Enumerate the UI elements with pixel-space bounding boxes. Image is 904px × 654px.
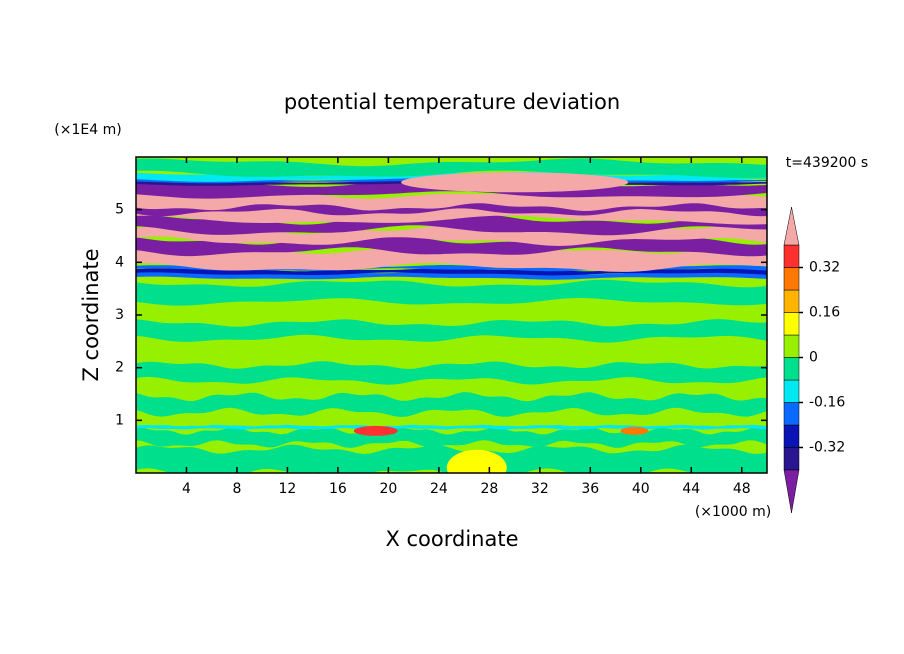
y-unit: (×1E4 m): [54, 122, 121, 138]
field-band: [136, 319, 767, 343]
colorbar-tick-label: 0.32: [809, 260, 840, 276]
field-band: [136, 271, 767, 280]
colorbar-box: [783, 312, 800, 336]
field-band: [136, 265, 767, 272]
x-tick-label: 36: [581, 481, 599, 497]
field-band: [136, 424, 767, 430]
chart-title: potential temperature deviation: [284, 90, 620, 114]
field-patch: [401, 172, 629, 193]
x-tick-label: 20: [379, 481, 397, 497]
colorbar-box: [783, 379, 800, 403]
x-unit: (×1000 m): [695, 504, 771, 520]
field-band: [136, 268, 767, 276]
colorbar-tick-label: 0: [809, 350, 818, 366]
colorbar-box: [783, 267, 800, 291]
y-axis-label: Z coordinate: [79, 248, 103, 381]
field-band: [136, 213, 767, 236]
field-band: [136, 426, 767, 448]
colorbar-high-triangle: [783, 206, 800, 246]
field-band: [136, 244, 767, 272]
x-tick-label: 24: [430, 481, 448, 497]
colorbar-low-triangle: [783, 469, 800, 514]
colorbar-tick-label: 0.16: [809, 305, 840, 321]
colorbar-tick-label: -0.32: [809, 440, 845, 456]
x-tick-label: 48: [733, 481, 751, 497]
x-tick-label: 4: [182, 481, 191, 497]
time-label: t=439200 s: [786, 155, 868, 171]
colorbar-box: [783, 402, 800, 426]
field-patch: [353, 425, 398, 436]
colorbar-box: [783, 447, 800, 471]
colorbar-box: [783, 357, 800, 381]
field-band: [136, 279, 767, 306]
y-tick-label: 2: [115, 360, 124, 376]
field-band: [136, 158, 767, 178]
field-band: [136, 203, 767, 217]
colorbar-box: [783, 244, 800, 268]
field-band: [136, 392, 767, 417]
field-band: [136, 225, 767, 246]
colorbar-box: [783, 424, 800, 448]
contour-field: [136, 157, 767, 473]
y-tick-label: 4: [115, 254, 124, 270]
x-tick-label: 44: [682, 481, 700, 497]
field-patch: [620, 426, 649, 435]
colorbar-box: [783, 289, 800, 313]
colorbar-tick-label: -0.16: [809, 395, 845, 411]
y-tick-label: 3: [115, 307, 124, 323]
y-tick-label: 1: [115, 412, 124, 428]
x-tick-label: 28: [480, 481, 498, 497]
x-tick-label: 12: [279, 481, 297, 497]
x-axis-label: X coordinate: [385, 527, 518, 551]
x-tick-label: 16: [329, 481, 347, 497]
field-patch: [446, 449, 507, 473]
field-band: [136, 361, 767, 385]
x-tick-label: 40: [632, 481, 650, 497]
y-tick-label: 5: [115, 202, 124, 218]
x-tick-label: 8: [232, 481, 241, 497]
colorbar-box: [783, 334, 800, 358]
x-tick-label: 32: [531, 481, 549, 497]
